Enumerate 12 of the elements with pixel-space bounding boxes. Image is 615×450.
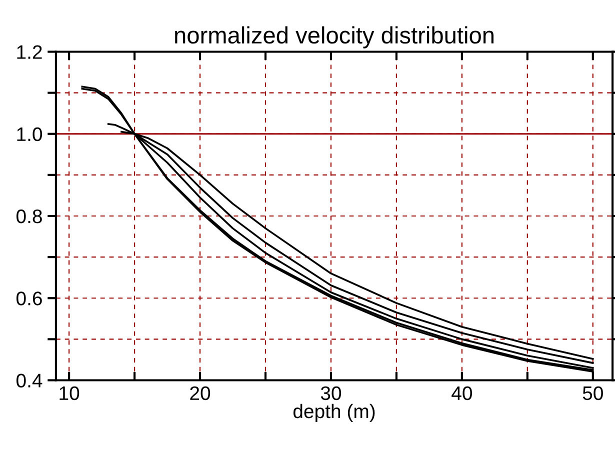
y-tick-label: 1.0: [17, 127, 42, 142]
x-tick-label: 50: [582, 386, 603, 400]
x-tick-label: 20: [190, 386, 210, 400]
x-tick-label: 30: [320, 386, 342, 400]
x-axis-title: depth (m): [293, 404, 375, 422]
x-tick-label: 40: [452, 386, 472, 400]
x-tick-label: 10: [60, 386, 80, 400]
y-tick-label: 1.2: [17, 45, 42, 59]
y-tick-label: 0.8: [16, 209, 42, 224]
y-tick-label: 0.4: [16, 374, 42, 388]
chart-title: normalized velocity distribution: [175, 26, 494, 48]
y-tick-label: 0.6: [16, 292, 42, 306]
